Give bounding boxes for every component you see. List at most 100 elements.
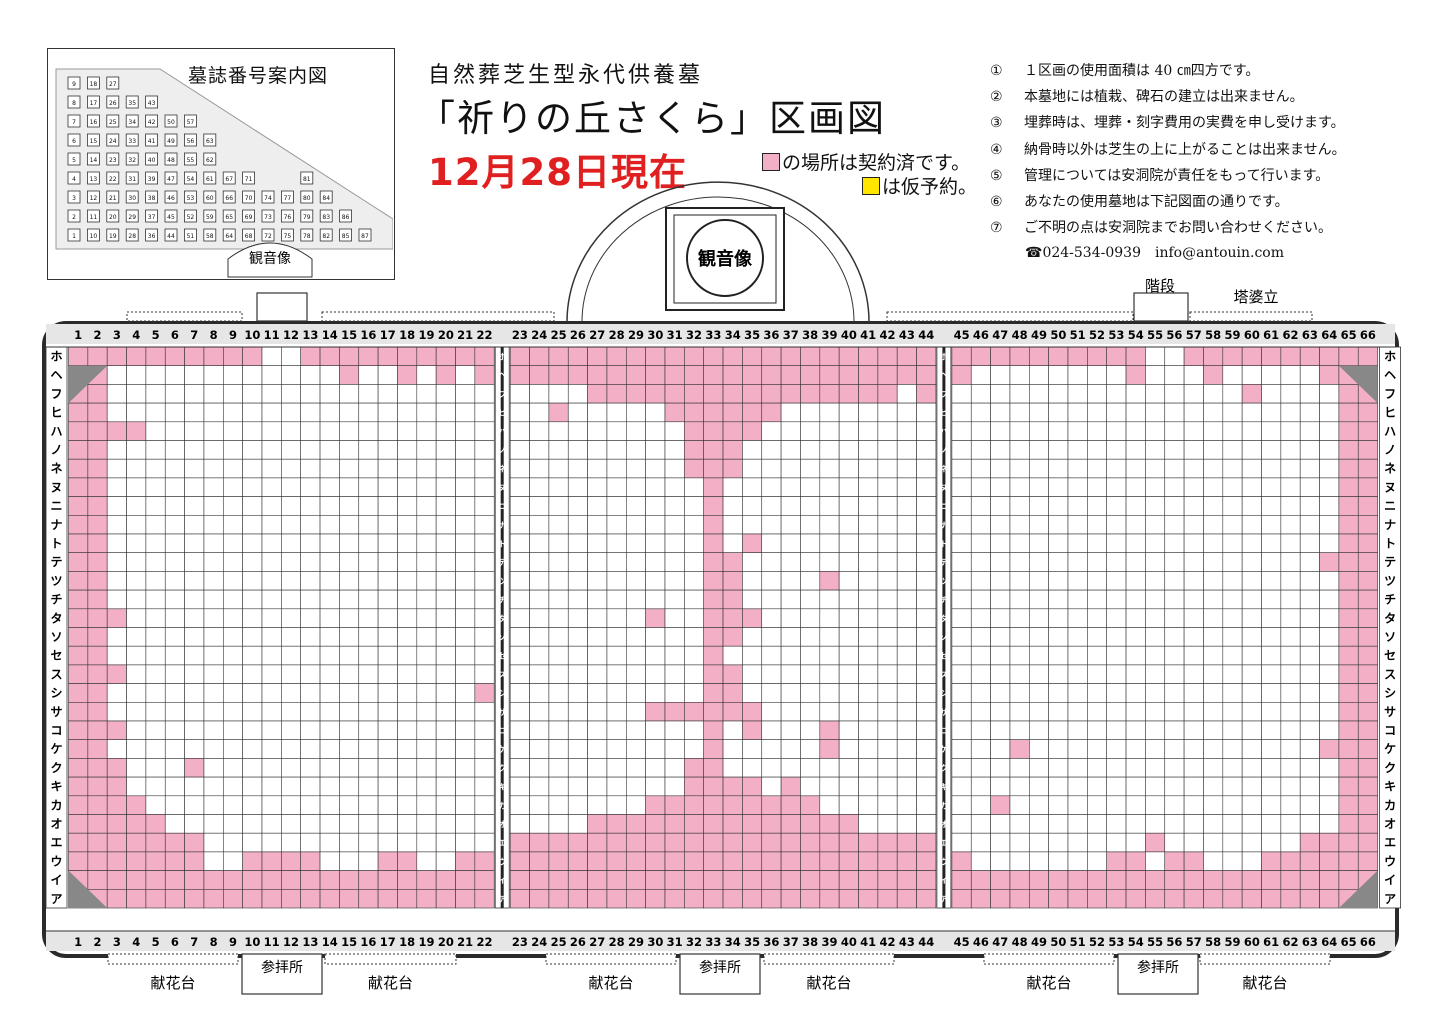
row-label: ヌ <box>50 480 62 494</box>
plot-cell <box>1087 440 1107 460</box>
plot-cell <box>203 365 224 385</box>
plot-cell <box>358 552 379 572</box>
plot-cell <box>1125 664 1146 684</box>
plot-cell <box>722 440 743 460</box>
plot-cell <box>819 440 840 460</box>
column-number: 12 <box>283 328 299 342</box>
plot-cell <box>435 496 456 516</box>
row-label: セ <box>1384 649 1396 663</box>
guide-cell <box>164 114 178 128</box>
plot-cell <box>1261 440 1282 460</box>
plot-cell <box>1261 776 1282 797</box>
plot-cell <box>358 402 379 423</box>
plot-cell <box>896 720 917 741</box>
plot-cell <box>435 851 456 871</box>
plot-cell <box>645 888 666 909</box>
plot-cell <box>455 477 476 497</box>
note-number: ③ <box>990 115 1003 132</box>
plot-cell <box>761 758 782 778</box>
plot-cell <box>877 496 898 516</box>
row-label: ソ <box>50 630 62 644</box>
plot-cell <box>1338 589 1359 610</box>
plot-cell <box>377 477 398 497</box>
plot-cell <box>1299 795 1320 815</box>
plot-cell <box>703 384 724 404</box>
plot-cell <box>377 365 398 385</box>
plot-cell <box>203 440 224 460</box>
plot-cell <box>896 514 917 535</box>
plot-cell <box>896 384 917 404</box>
plot-cell <box>68 814 89 834</box>
plot-cell <box>1145 888 1166 909</box>
plot-cell <box>319 384 340 404</box>
plot-cell <box>1222 851 1243 871</box>
divider-row-label: キ <box>940 783 948 792</box>
plot-cell <box>509 832 530 853</box>
plot-cell <box>87 776 108 797</box>
plot-cell <box>951 888 972 909</box>
plot-cell <box>1261 458 1282 479</box>
plot-cell <box>145 851 166 871</box>
plot-cell <box>529 533 550 554</box>
plot-cell <box>1048 664 1069 684</box>
guide-number: 1 <box>72 233 76 240</box>
plot-cell <box>339 701 360 722</box>
plot-cell <box>300 664 321 684</box>
worship-label: 参拝所 <box>261 959 303 976</box>
row-label: ト <box>1384 537 1396 551</box>
row-label: タ <box>1384 611 1396 625</box>
plot-cell <box>800 365 821 385</box>
plot-cell <box>800 533 821 554</box>
plot-cell <box>742 645 763 666</box>
plot-cell <box>1299 571 1320 591</box>
plot-cell <box>203 851 224 871</box>
plot-cell <box>1106 365 1127 385</box>
guide-cell <box>339 228 353 242</box>
plot-cell <box>529 384 550 404</box>
plot-cell <box>703 533 724 554</box>
plot-cell <box>1145 683 1166 703</box>
plot-cell <box>1125 814 1146 834</box>
plot-cell <box>761 365 782 385</box>
plot-cell <box>548 776 569 797</box>
plot-cell <box>819 720 840 741</box>
plot-cell <box>126 384 147 404</box>
guide-number: 45 <box>167 214 175 221</box>
plot-cell <box>529 776 550 797</box>
plot-cell <box>896 346 917 367</box>
plot-cell <box>1299 346 1320 367</box>
plot-cell <box>203 870 224 890</box>
plot-cell <box>509 795 530 815</box>
plot-cell <box>645 440 666 460</box>
plot-cell <box>1183 683 1204 703</box>
plot-cell <box>164 851 185 871</box>
note-text: ご不明の点は安洞院までお問い合わせください。 <box>1024 220 1332 237</box>
plot-cell <box>509 701 530 722</box>
plot-cell <box>1009 514 1030 535</box>
plot-cell <box>1338 664 1359 684</box>
plot-cell <box>145 496 166 516</box>
plot-cell <box>625 814 646 834</box>
plot-cell <box>916 739 937 759</box>
plot-cell <box>1009 533 1030 554</box>
plot-cell <box>1145 795 1166 815</box>
plot-cell <box>567 440 588 460</box>
plot-cell <box>319 477 340 497</box>
plot-cell <box>761 701 782 722</box>
plot-cell <box>1106 458 1127 479</box>
plot-cell <box>703 795 724 815</box>
plot-cell <box>106 440 127 460</box>
plot-cell <box>164 888 185 909</box>
plot-cell <box>1067 589 1088 610</box>
plot-cell <box>625 683 646 703</box>
plot-cell <box>281 458 302 479</box>
plot-cell <box>1261 627 1282 647</box>
plot-cell <box>1299 627 1320 647</box>
plot-cell <box>567 720 588 741</box>
plot-cell <box>951 627 972 647</box>
plot-cell <box>645 795 666 815</box>
plot-cell <box>800 683 821 703</box>
plot-cell <box>780 870 801 890</box>
plot-cell <box>722 402 743 423</box>
plot-cell <box>664 739 685 759</box>
